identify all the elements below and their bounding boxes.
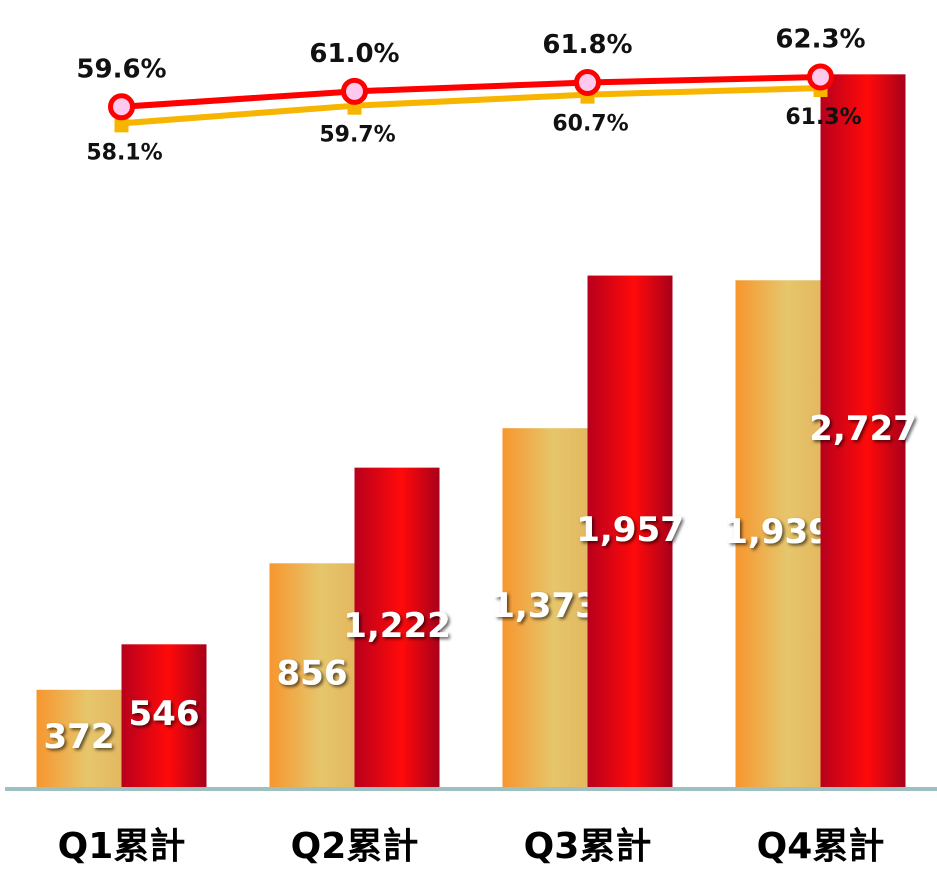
data-label: 1,957 bbox=[576, 510, 684, 550]
data-label: 60.7% bbox=[552, 112, 628, 137]
x-tick-label: Q4累計 bbox=[757, 826, 885, 867]
data-label: 61.8% bbox=[542, 30, 632, 60]
bar bbox=[269, 563, 355, 787]
data-label: 59.7% bbox=[319, 123, 395, 148]
bar bbox=[820, 74, 906, 788]
data-label: 62.3% bbox=[775, 24, 865, 54]
line bbox=[121, 73, 821, 110]
data-label: 1,373 bbox=[491, 586, 599, 626]
bar bbox=[502, 428, 588, 787]
data-label: 1,939 bbox=[724, 512, 832, 552]
marker bbox=[114, 118, 129, 133]
data-label: 59.6% bbox=[76, 54, 166, 84]
data-label: 546 bbox=[129, 694, 200, 734]
x-tick-label: Q1累計 bbox=[58, 826, 186, 867]
data-label: 1,222 bbox=[343, 606, 451, 646]
marker bbox=[108, 93, 135, 121]
data-label: 61.3% bbox=[785, 105, 861, 130]
x-tick-label: Q3累計 bbox=[524, 826, 652, 867]
data-label: 61.0% bbox=[309, 39, 399, 69]
marker bbox=[574, 69, 601, 97]
bar bbox=[121, 644, 207, 787]
data-label: 58.1% bbox=[86, 140, 162, 165]
marker bbox=[341, 77, 368, 105]
data-label: 372 bbox=[44, 717, 115, 757]
bar bbox=[735, 280, 821, 787]
data-label: 856 bbox=[277, 654, 348, 694]
data-label: 2,727 bbox=[809, 409, 917, 449]
bar bbox=[36, 689, 122, 787]
bar bbox=[354, 467, 440, 787]
bar bbox=[587, 275, 673, 787]
line bbox=[121, 85, 821, 127]
x-tick-label: Q2累計 bbox=[291, 826, 419, 867]
marker bbox=[807, 63, 834, 91]
